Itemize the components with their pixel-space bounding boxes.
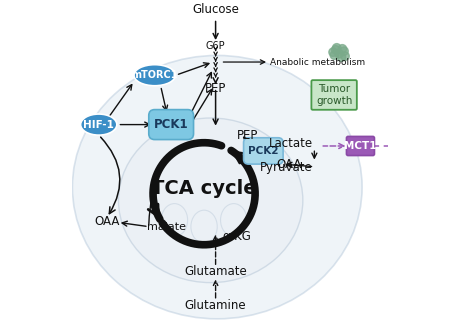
Circle shape — [331, 45, 340, 54]
Text: PCK1: PCK1 — [154, 118, 189, 131]
Text: α-KG: α-KG — [222, 230, 251, 243]
FancyBboxPatch shape — [346, 136, 374, 155]
Circle shape — [340, 47, 348, 55]
Circle shape — [341, 52, 349, 60]
Text: PCK2: PCK2 — [248, 146, 279, 156]
Text: Glucose: Glucose — [192, 3, 239, 16]
Text: HIF-1: HIF-1 — [83, 120, 114, 129]
FancyArrowPatch shape — [100, 137, 120, 213]
Text: mTORC1: mTORC1 — [131, 70, 178, 80]
Circle shape — [330, 51, 339, 59]
Text: TCA cycle: TCA cycle — [151, 179, 257, 198]
FancyBboxPatch shape — [149, 110, 193, 139]
Ellipse shape — [73, 55, 362, 319]
Circle shape — [338, 44, 346, 53]
Text: PEP: PEP — [237, 128, 258, 142]
Text: OAA: OAA — [94, 215, 119, 228]
Text: Pyruvate: Pyruvate — [260, 161, 313, 174]
Text: malate: malate — [147, 222, 186, 232]
Text: Anabolic metabolism: Anabolic metabolism — [270, 57, 365, 66]
Text: G6P: G6P — [206, 41, 226, 51]
Circle shape — [337, 53, 346, 61]
Ellipse shape — [118, 118, 303, 283]
Circle shape — [332, 43, 341, 52]
Text: Glutamate: Glutamate — [184, 265, 247, 278]
FancyBboxPatch shape — [244, 138, 283, 164]
Ellipse shape — [134, 65, 175, 86]
Circle shape — [329, 48, 337, 56]
Text: Lactate: Lactate — [269, 137, 313, 150]
FancyBboxPatch shape — [311, 80, 357, 110]
Text: Glutamine: Glutamine — [185, 299, 246, 312]
Text: MCT1: MCT1 — [344, 141, 377, 151]
Text: PEP: PEP — [205, 82, 226, 95]
Circle shape — [335, 49, 343, 58]
FancyArrowPatch shape — [149, 193, 153, 224]
Ellipse shape — [81, 114, 117, 135]
Text: OAA: OAA — [276, 158, 302, 171]
Text: Tumor
growth: Tumor growth — [316, 84, 352, 106]
